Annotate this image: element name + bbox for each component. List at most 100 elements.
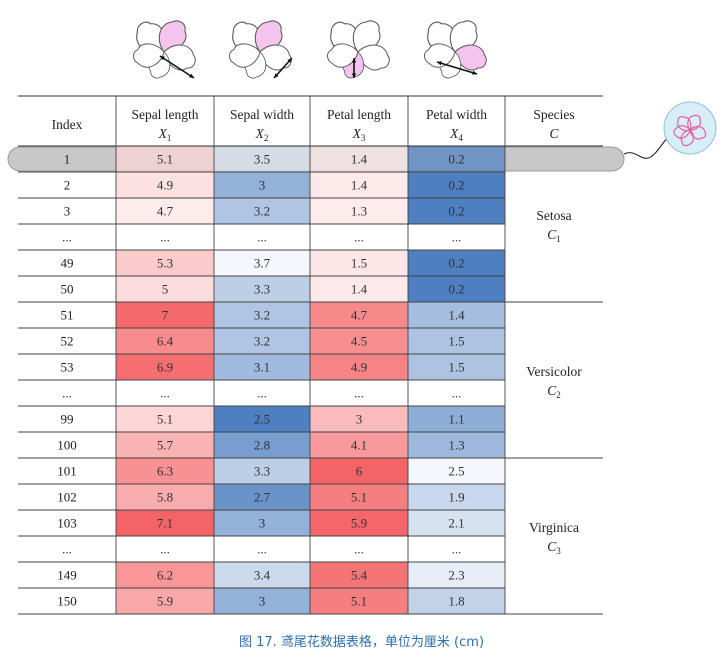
table-cell [116, 510, 214, 536]
species-symbol: C2 [547, 383, 561, 400]
value-cell: 3.7 [254, 256, 271, 271]
table-cell [214, 588, 310, 614]
value-cell: 2.8 [254, 438, 270, 453]
value-cell: 2.1 [448, 516, 464, 531]
table-cell [116, 146, 214, 172]
measure-arrow [159, 55, 195, 79]
value-cell: 6.9 [157, 360, 173, 375]
petal [357, 44, 390, 71]
table-cell [214, 510, 310, 536]
index-cell: 52 [61, 334, 74, 349]
table-lines [18, 95, 603, 615]
table-cell [116, 250, 214, 276]
arrow-head [287, 58, 292, 63]
value-cell: 4.1 [351, 438, 367, 453]
table-cell [116, 276, 214, 302]
header-symbol: X3 [352, 126, 366, 143]
index-cell: 149 [57, 568, 77, 583]
table-cell [214, 432, 310, 458]
table-cell [214, 562, 310, 588]
table-cell [214, 276, 310, 302]
value-cell: 3.2 [254, 334, 270, 349]
value-cell: 3 [259, 594, 266, 609]
index-cell: 103 [57, 516, 77, 531]
value-cell: ... [354, 230, 364, 245]
value-cell: 3 [259, 178, 266, 193]
value-cell: ... [452, 386, 462, 401]
value-cell: 7.1 [157, 516, 173, 531]
table-text: Index Sepal length X1 Sepal width X2 Petal le… [52, 107, 583, 609]
header-symbol: C [549, 126, 559, 141]
value-cell: 5.1 [351, 594, 367, 609]
arrow-head [351, 58, 357, 63]
header-label: Index [52, 117, 83, 132]
value-cell: ... [160, 386, 170, 401]
table-cell [310, 562, 408, 588]
value-cell: 2.7 [254, 490, 271, 505]
value-cell: 3 [259, 516, 266, 531]
value-cell: ... [452, 230, 462, 245]
value-cell: 3.4 [254, 568, 271, 583]
index-cell: 102 [57, 490, 77, 505]
value-cell: 5.8 [157, 490, 173, 505]
value-cell: ... [354, 542, 364, 557]
index-cell: 50 [61, 282, 74, 297]
petal [259, 44, 292, 71]
table-cell [214, 354, 310, 380]
table-cells [7, 146, 625, 614]
index-cell: ... [62, 386, 72, 401]
value-cell: 5.3 [157, 256, 173, 271]
table-cell [116, 458, 214, 484]
badge-flower-icon [673, 114, 707, 147]
badge-petal [689, 125, 707, 140]
value-cell: 2.5 [448, 464, 464, 479]
value-cell: 1.3 [448, 438, 464, 453]
header-symbol: X1 [158, 126, 172, 143]
flower-badge [623, 101, 717, 159]
value-cell: 5.1 [157, 412, 173, 427]
species-symbol: C1 [547, 227, 561, 244]
table-cell [214, 484, 310, 510]
value-cell: 5.4 [351, 568, 368, 583]
value-cell: 2.5 [254, 412, 270, 427]
table-cell [116, 328, 214, 354]
arrow-head [437, 61, 442, 66]
table-cell [408, 510, 505, 536]
value-cell: 5.7 [157, 438, 174, 453]
value-cell: 4.9 [351, 360, 367, 375]
value-cell: 3 [356, 412, 363, 427]
index-cell: 2 [64, 178, 71, 193]
arrow-head [472, 70, 477, 75]
table-cell [408, 172, 505, 198]
value-cell: 0.2 [448, 152, 464, 167]
header-label: Petal length [327, 107, 391, 122]
table-cell [310, 458, 408, 484]
highlighted-petal [454, 44, 487, 71]
value-cell: 1.3 [351, 204, 367, 219]
value-cell: 1.4 [351, 282, 368, 297]
value-cell: 5.9 [157, 594, 173, 609]
value-cell: 6.2 [157, 568, 173, 583]
index-cell: 1 [64, 152, 71, 167]
species-symbol: C3 [547, 539, 561, 556]
table-cell [408, 354, 505, 380]
value-cell: ... [257, 230, 267, 245]
petal [229, 43, 261, 68]
arrow-head [160, 56, 165, 61]
header-label: Petal width [426, 107, 487, 122]
value-cell: 3.5 [254, 152, 270, 167]
table-cell [214, 146, 310, 172]
arrow-head [351, 73, 357, 78]
value-cell: 1.4 [351, 178, 368, 193]
petal-length-flower [327, 20, 390, 79]
badge-petal [673, 125, 691, 139]
value-cell: 5 [162, 282, 169, 297]
table-cell [408, 146, 505, 172]
table-cell [214, 172, 310, 198]
index-cell: ... [62, 542, 72, 557]
table-cell [408, 406, 505, 432]
value-cell: ... [160, 230, 170, 245]
sepal-length-flower [133, 20, 196, 79]
index-cell: 3 [64, 204, 71, 219]
table-cell [116, 354, 214, 380]
